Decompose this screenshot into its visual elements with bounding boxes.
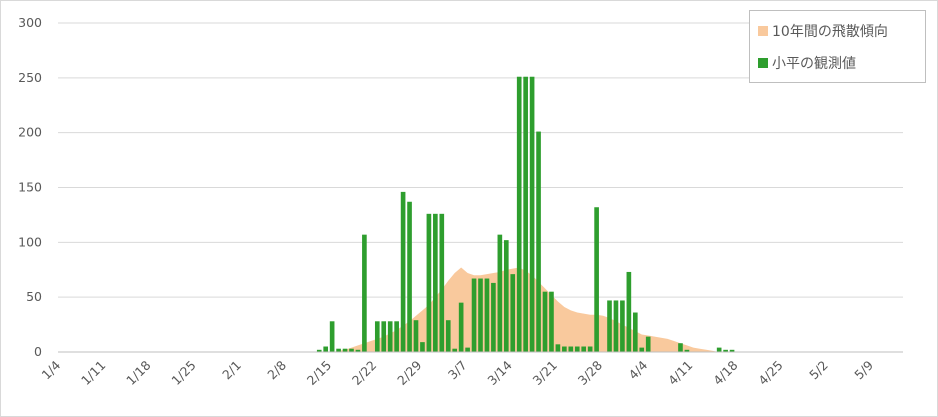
bar — [632, 312, 638, 352]
bar — [562, 346, 567, 352]
bar — [549, 291, 554, 352]
bar — [510, 274, 516, 352]
y-tick-label: 150 — [18, 180, 42, 195]
bar — [349, 348, 354, 352]
bar — [407, 201, 412, 352]
bar — [587, 346, 593, 352]
bar — [626, 271, 632, 352]
bar — [645, 336, 651, 352]
bar — [394, 321, 399, 352]
bar — [503, 240, 509, 352]
bar — [555, 344, 561, 352]
bar — [362, 234, 367, 352]
bar — [355, 349, 361, 352]
bar — [529, 76, 535, 352]
bar — [433, 213, 438, 352]
bar — [478, 278, 483, 352]
bar — [452, 348, 458, 352]
bar — [342, 348, 348, 352]
bar — [516, 76, 522, 352]
bar — [426, 213, 432, 352]
bar — [420, 342, 425, 352]
bar — [445, 320, 451, 352]
bar — [594, 207, 599, 352]
y-tick-label: 100 — [18, 234, 42, 249]
bar — [458, 302, 464, 352]
bar — [381, 321, 387, 352]
y-tick-label: 250 — [18, 70, 42, 85]
bar — [484, 278, 490, 352]
y-tick-label: 200 — [18, 125, 42, 140]
bar — [568, 346, 574, 352]
bar — [336, 348, 341, 352]
bar — [620, 300, 625, 352]
bar — [542, 291, 548, 352]
bar — [374, 321, 380, 352]
legend-label: 小平の観測値 — [772, 55, 856, 72]
bar — [613, 300, 619, 352]
bar — [678, 343, 683, 352]
bar — [574, 346, 580, 352]
bar — [639, 347, 645, 352]
bar — [387, 321, 393, 352]
y-tick-label: 50 — [26, 289, 42, 304]
bar — [607, 300, 612, 352]
bar — [729, 349, 735, 352]
bar — [523, 76, 528, 352]
bar — [536, 131, 541, 352]
bar — [413, 320, 419, 352]
bar — [581, 346, 587, 352]
bar — [323, 346, 329, 352]
legend-box — [749, 10, 926, 83]
bar — [439, 213, 445, 352]
legend-swatch — [758, 58, 768, 68]
bar — [491, 282, 496, 352]
bar — [465, 347, 470, 352]
bar — [684, 349, 690, 352]
y-tick-label: 0 — [34, 344, 42, 359]
bar — [716, 347, 722, 352]
bar — [316, 349, 322, 352]
legend-label: 10年間の飛散傾向 — [772, 24, 888, 40]
bar — [723, 349, 728, 352]
bar — [471, 278, 477, 352]
bar — [497, 234, 503, 352]
bar — [400, 191, 406, 352]
legend-swatch — [758, 26, 768, 36]
bar — [329, 321, 335, 352]
y-tick-label: 300 — [18, 15, 42, 30]
